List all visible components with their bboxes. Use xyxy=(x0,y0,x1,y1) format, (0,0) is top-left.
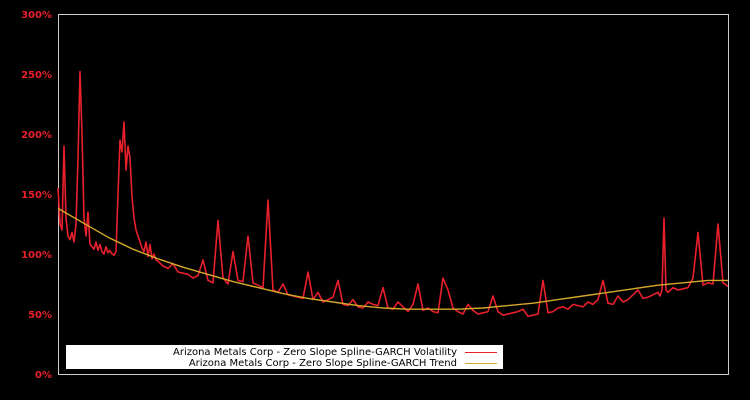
plot-frame xyxy=(58,14,729,375)
y-tick-label: 100% xyxy=(21,250,52,261)
legend-item-volatility: Arizona Metals Corp - Zero Slope Spline-… xyxy=(173,346,497,358)
chart-legend: Arizona Metals Corp - Zero Slope Spline-… xyxy=(66,345,503,369)
volatility-line xyxy=(57,70,729,318)
y-tick-label: 150% xyxy=(21,190,52,201)
y-tick-label: 300% xyxy=(21,10,52,21)
legend-label-volatility: Arizona Metals Corp - Zero Slope Spline-… xyxy=(173,346,457,358)
legend-item-trend: Arizona Metals Corp - Zero Slope Spline-… xyxy=(189,357,497,369)
y-tick-label: 200% xyxy=(21,130,52,141)
trend-line xyxy=(57,207,728,310)
y-tick-label: 50% xyxy=(28,310,52,321)
y-tick-label: 250% xyxy=(21,70,52,81)
y-tick-label: 0% xyxy=(35,370,52,381)
series-layer xyxy=(57,70,729,318)
legend-swatch-trend xyxy=(465,362,497,364)
legend-label-trend: Arizona Metals Corp - Zero Slope Spline-… xyxy=(188,357,457,369)
legend-swatch-volatility xyxy=(465,351,497,353)
y-axis-ticks: 0% 50% 100% 150% 200% 250% 300% xyxy=(21,10,52,381)
